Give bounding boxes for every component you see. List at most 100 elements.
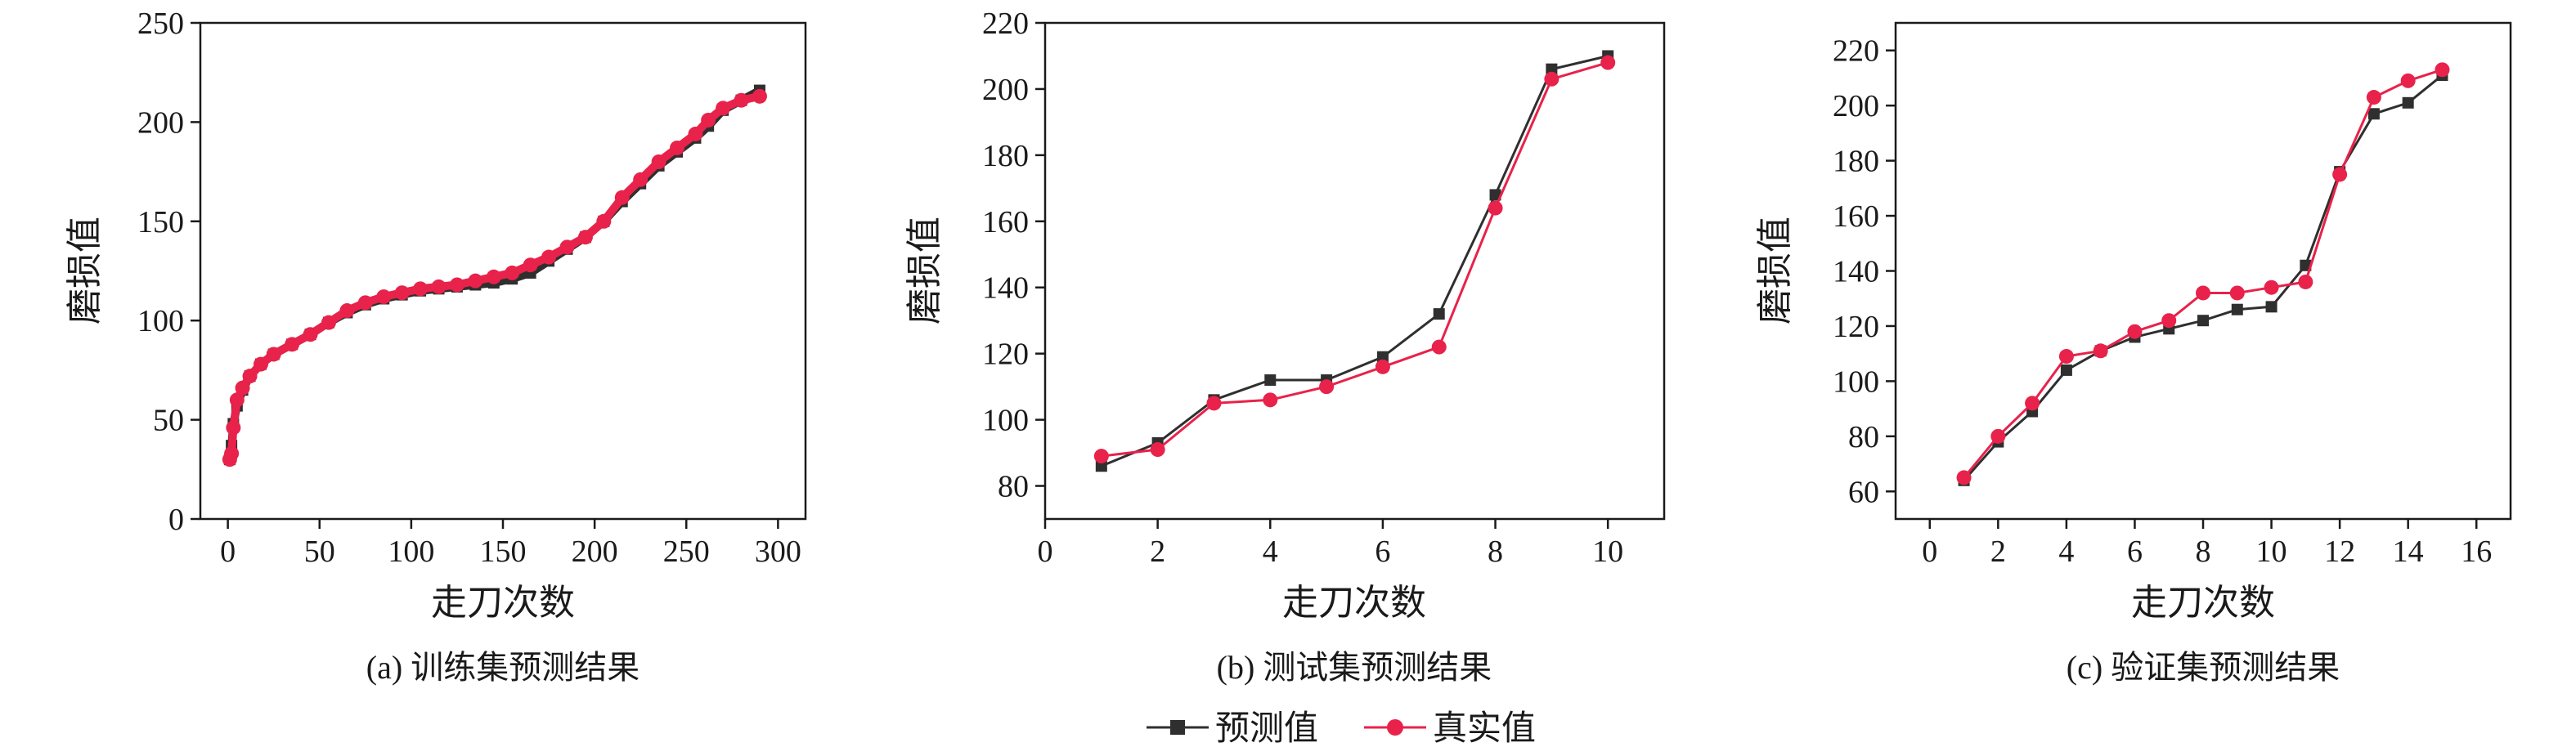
data-point — [2298, 274, 2313, 289]
data-point — [1990, 428, 2006, 444]
x-tick-label: 8 — [2196, 535, 2211, 569]
y-tick-label: 80 — [998, 470, 1029, 504]
data-point — [1150, 442, 1165, 458]
y-tick-label: 180 — [982, 139, 1029, 173]
y-tick-label: 180 — [1833, 145, 1879, 179]
y-tick-label: 50 — [153, 404, 184, 438]
plot-marks — [1093, 50, 1616, 472]
data-point — [2197, 315, 2209, 327]
y-axis-label: 磨损值 — [1755, 217, 1795, 324]
data-point — [303, 327, 318, 342]
data-point — [1319, 379, 1335, 395]
data-point — [2229, 285, 2245, 301]
panel-caption: (b) 测试集预测结果 — [1217, 649, 1492, 686]
data-point — [716, 101, 731, 116]
x-tick-label: 2 — [1990, 535, 2006, 569]
data-point — [468, 273, 483, 289]
y-tick-label: 120 — [982, 338, 1029, 372]
data-point — [505, 265, 520, 280]
data-point — [541, 249, 557, 265]
data-point — [2264, 280, 2279, 295]
data-point — [226, 420, 241, 436]
data-point — [1095, 460, 1107, 472]
data-point — [1600, 55, 1616, 70]
data-point — [224, 445, 240, 461]
x-tick-label: 250 — [663, 535, 710, 569]
data-point — [2058, 349, 2074, 365]
data-point — [734, 92, 749, 108]
y-tick-label: 0 — [168, 503, 184, 537]
data-point — [2161, 313, 2177, 329]
x-tick-label: 300 — [755, 535, 801, 569]
data-point — [1544, 71, 1560, 87]
y-tick-label: 100 — [1833, 365, 1879, 399]
y-tick-label: 140 — [982, 271, 1029, 306]
data-point — [614, 190, 630, 205]
data-point — [376, 289, 392, 305]
x-tick-label: 10 — [2256, 535, 2287, 569]
data-point — [1431, 339, 1447, 355]
data-point — [2265, 301, 2278, 313]
plot-frame — [1894, 21, 2512, 521]
plot-frame — [1043, 21, 1666, 521]
x-tick-label: 150 — [480, 535, 527, 569]
y-tick-label: 150 — [137, 205, 184, 239]
data-point — [254, 356, 268, 372]
x-tick-label: 6 — [2127, 535, 2143, 569]
data-point — [670, 140, 685, 155]
data-point — [1956, 470, 1972, 485]
series-line — [1100, 55, 1609, 467]
axis-ticks: 0 2 4 6 8 10 80 100 120 140 160 180 200 220 — [982, 7, 1623, 569]
y-tick-label: 80 — [1848, 420, 1879, 454]
plot-marks — [222, 84, 767, 467]
x-tick-label: 2 — [1150, 535, 1165, 569]
data-point — [559, 239, 575, 255]
data-point — [752, 88, 767, 104]
data-point — [2196, 285, 2210, 301]
data-point — [321, 315, 336, 330]
data-point — [2300, 259, 2312, 271]
data-point — [229, 392, 245, 408]
data-point — [2400, 73, 2416, 88]
x-tick-label: 16 — [2461, 535, 2492, 569]
data-point — [688, 126, 703, 141]
x-tick-label: 14 — [2393, 535, 2424, 569]
data-point — [1263, 392, 1278, 408]
data-point — [2231, 303, 2243, 315]
x-tick-label: 6 — [1375, 535, 1390, 569]
x-tick-label: 12 — [2324, 535, 2355, 569]
data-point — [2402, 96, 2414, 109]
y-tick-label: 160 — [982, 205, 1029, 239]
x-axis-label: 走刀次数 — [1282, 583, 1426, 623]
data-point — [1488, 200, 1503, 216]
data-point — [2367, 108, 2380, 120]
panel-validation-set: 0 2 4 6 8 10 12 14 16 60 80 100 120 140 160 180 200 220 走… — [1755, 21, 2512, 686]
x-tick-label: 50 — [304, 535, 335, 569]
x-tick-label: 200 — [572, 535, 618, 569]
x-tick-label: 0 — [1038, 535, 1053, 569]
data-point — [449, 277, 464, 293]
panel-caption: (c) 验证集预测结果 — [2067, 649, 2340, 686]
data-point — [357, 295, 373, 311]
y-axis-label: 磨损值 — [904, 217, 945, 324]
y-tick-label: 250 — [137, 7, 184, 41]
data-point — [2435, 62, 2450, 78]
data-point — [285, 337, 300, 352]
data-point — [2127, 324, 2143, 339]
data-point — [1433, 308, 1445, 320]
x-tick-label: 4 — [2058, 535, 2074, 569]
x-tick-label: 0 — [220, 535, 236, 569]
data-point — [633, 172, 648, 187]
data-point — [1376, 351, 1389, 363]
data-point — [1206, 396, 1222, 411]
data-point — [2093, 343, 2108, 359]
data-point — [413, 281, 429, 297]
axis-ticks: 0 50 100 150 200 250 300 0 50 100 150 200 250 — [137, 7, 801, 569]
y-tick-label: 200 — [982, 73, 1029, 107]
data-point — [339, 303, 355, 319]
plot-marks — [1956, 62, 2450, 486]
data-point — [596, 213, 612, 229]
data-point — [2366, 90, 2381, 105]
